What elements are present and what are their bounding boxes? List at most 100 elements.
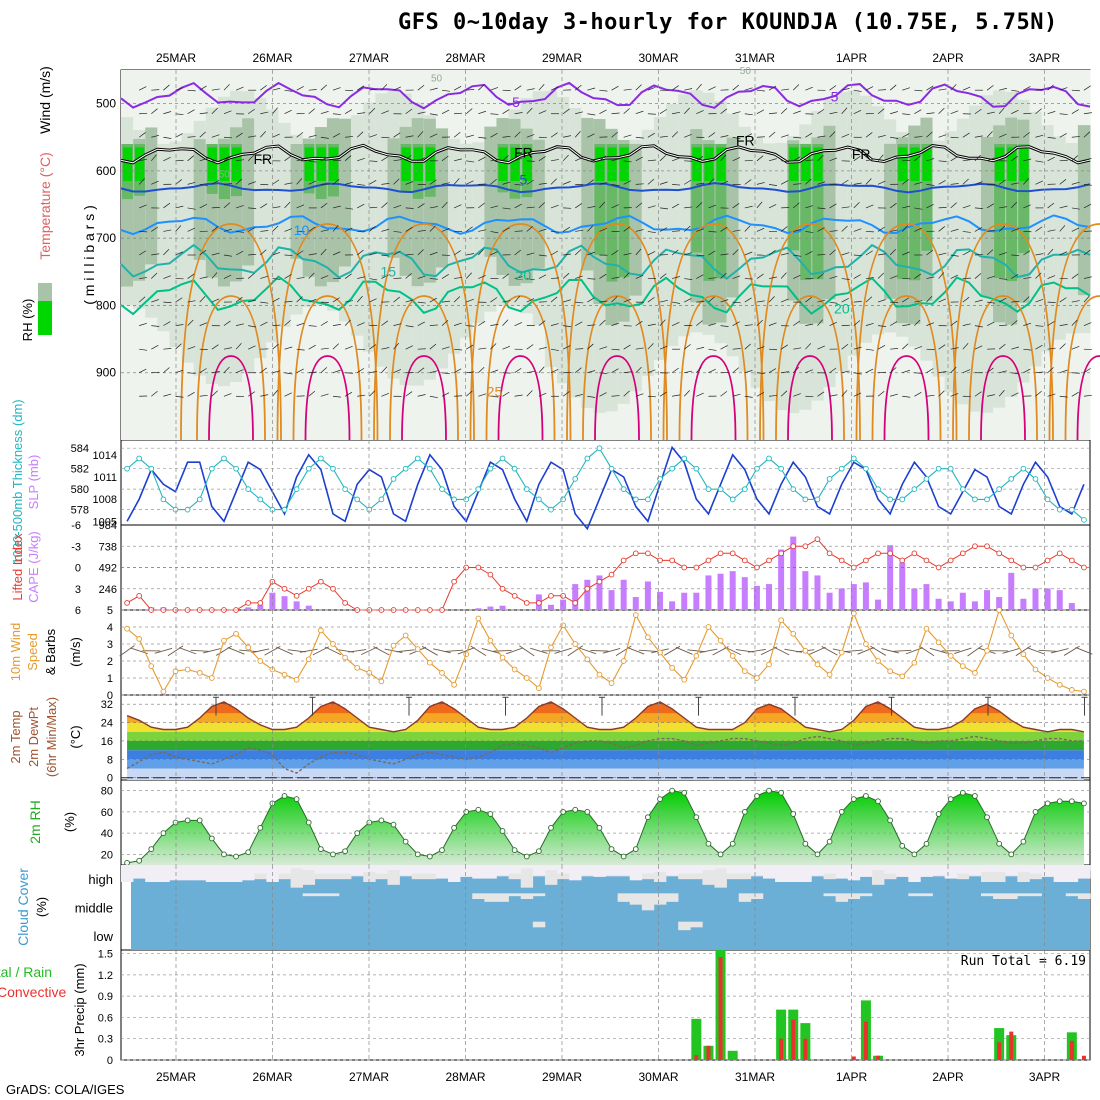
wind-barb <box>962 369 971 374</box>
temp-arch <box>292 295 363 441</box>
rh2m-point <box>184 817 191 824</box>
wind-barb <box>223 136 232 139</box>
wind-barb <box>344 391 353 397</box>
rh2m-point <box>923 840 930 847</box>
wind-barb <box>223 254 232 257</box>
cloud-high-clear <box>484 865 497 879</box>
wind-barb <box>1011 155 1018 162</box>
thickness-point <box>947 465 954 472</box>
thickness-point <box>572 476 579 482</box>
wind-barb <box>332 133 341 138</box>
wind-tick: 0 <box>107 690 113 702</box>
cape-bar <box>1044 588 1051 610</box>
wind-barb <box>1011 346 1020 350</box>
wind-barb <box>151 134 160 138</box>
temp-arch <box>566 223 668 441</box>
rh2m-point <box>1032 809 1039 815</box>
wind-barb <box>587 133 595 138</box>
wind-barb <box>332 87 341 91</box>
wind-barb <box>974 345 983 350</box>
wind-barb <box>223 393 232 397</box>
wind-barb <box>599 228 607 232</box>
cloud-high-clear <box>944 865 958 879</box>
wind-barb <box>417 229 426 232</box>
thickness-point <box>390 476 397 482</box>
rh-cell <box>921 144 933 251</box>
wind-barb <box>284 201 291 209</box>
wind-barb <box>683 107 690 114</box>
wind-barb <box>684 133 692 138</box>
rh-cell <box>716 147 726 181</box>
cloud-high-clear <box>775 865 788 882</box>
wind-barb <box>490 87 499 91</box>
wind-barb <box>986 249 994 256</box>
wind-barb <box>441 228 450 232</box>
wind-speed-point <box>887 668 893 675</box>
wind-barb <box>441 320 449 326</box>
temp-arch <box>196 295 266 441</box>
wind-barb <box>623 134 632 138</box>
temp2m-axis-label-1: 2m Temp <box>8 710 23 763</box>
wind-barb-10m <box>312 646 330 656</box>
wind-barb <box>575 203 583 209</box>
wind-barb <box>974 227 983 232</box>
wind-barb <box>272 343 279 350</box>
wind-barb-10m <box>1075 647 1093 655</box>
wind-barb <box>272 179 280 185</box>
wind-speed-point <box>148 663 155 669</box>
temp-contour-5 <box>120 182 1091 194</box>
cape-bar <box>971 601 978 610</box>
wind-barb <box>587 324 596 326</box>
wind-barb <box>1071 273 1079 279</box>
wind-barb-10m <box>578 647 596 655</box>
wind-barb-10m <box>396 649 415 653</box>
wind-barb <box>369 134 377 138</box>
wind-barb <box>587 206 596 209</box>
wind-speed-point <box>850 610 857 617</box>
cloud-high-clear <box>387 865 400 871</box>
wind-barb <box>999 133 1007 138</box>
wind-barb <box>1083 276 1092 279</box>
cloud-high-clear <box>193 865 207 881</box>
wind-barb <box>211 160 220 163</box>
wind-barb <box>138 250 147 256</box>
wind-barb <box>550 250 559 256</box>
cloud-row-label: middle <box>75 901 113 916</box>
cape-bar <box>693 592 700 610</box>
wind-barb <box>1023 250 1031 256</box>
wind-barb <box>974 181 983 185</box>
wind-barb <box>902 369 910 374</box>
wind-barb <box>478 156 486 162</box>
lifted-index-point <box>778 550 784 557</box>
wind-barb <box>987 230 996 232</box>
wind-barb <box>139 368 147 374</box>
wind-barb <box>696 320 703 326</box>
cloud-high-clear <box>666 865 679 876</box>
cloud-high-clear <box>423 865 437 874</box>
wind-barb <box>635 156 643 162</box>
cloud-clear-cell <box>920 893 933 897</box>
rh-cell <box>994 144 1006 279</box>
wind-barb <box>187 227 196 232</box>
cape-tick: 492 <box>99 563 117 575</box>
lifted-index-point <box>826 550 833 557</box>
wind-barb <box>756 136 765 138</box>
wind-barb <box>429 395 438 399</box>
lifted-index-point <box>741 557 748 564</box>
cloud-high-clear <box>750 865 764 876</box>
wind-barb <box>235 343 242 350</box>
wind-barb <box>284 89 293 92</box>
wind-barb <box>320 275 329 279</box>
rh-cell <box>375 93 388 367</box>
wind-barb <box>805 323 814 326</box>
wind-barb <box>720 325 729 327</box>
rh-cell <box>193 139 207 260</box>
wind-barb <box>320 248 327 256</box>
cape-bar <box>657 591 664 610</box>
wind-barb <box>768 158 777 162</box>
wind-barb <box>151 344 159 350</box>
wind-barb <box>248 207 257 209</box>
wind-speed-point <box>196 670 203 676</box>
cloud-high-clear <box>1065 865 1079 882</box>
wind-barb-10m <box>893 649 912 652</box>
